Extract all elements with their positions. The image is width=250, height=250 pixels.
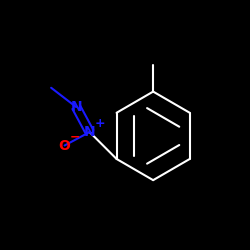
Text: +: +	[95, 117, 106, 130]
Text: N: N	[84, 125, 96, 139]
Text: N: N	[70, 100, 82, 114]
Text: O: O	[59, 138, 70, 152]
Text: −: −	[69, 131, 80, 144]
